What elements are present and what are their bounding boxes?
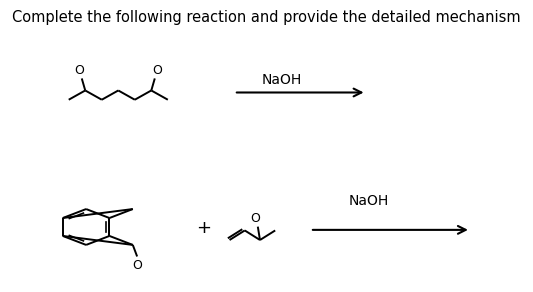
Text: NaOH: NaOH <box>262 73 302 87</box>
Text: NaOH: NaOH <box>349 194 389 208</box>
Text: O: O <box>132 259 142 272</box>
Text: O: O <box>251 212 261 225</box>
Text: Complete the following reaction and provide the detailed mechanism: Complete the following reaction and prov… <box>12 10 521 25</box>
Text: O: O <box>75 64 85 77</box>
Text: O: O <box>152 64 162 77</box>
Text: +: + <box>196 219 211 237</box>
